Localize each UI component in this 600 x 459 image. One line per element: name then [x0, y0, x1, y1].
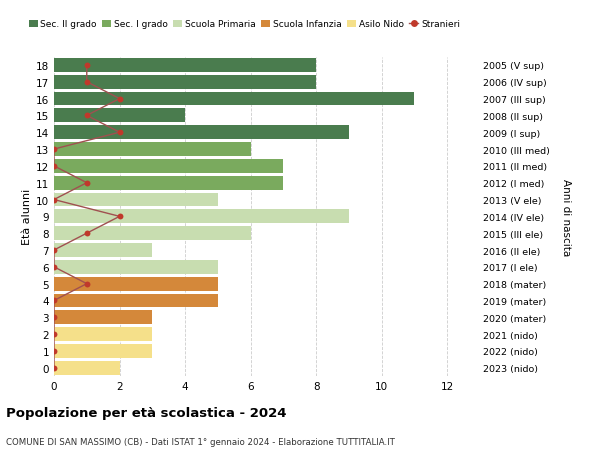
Point — [82, 179, 92, 187]
Bar — [54, 59, 316, 73]
Bar — [54, 176, 283, 190]
Point — [82, 79, 92, 86]
Point — [49, 163, 59, 170]
Bar — [54, 126, 349, 140]
Point — [115, 213, 124, 221]
Y-axis label: Età alunni: Età alunni — [22, 189, 32, 245]
Bar — [54, 277, 218, 291]
Bar — [54, 92, 415, 106]
Point — [82, 230, 92, 237]
Point — [49, 364, 59, 372]
Point — [115, 95, 124, 103]
Bar — [54, 109, 185, 123]
Point — [49, 247, 59, 254]
Text: Popolazione per età scolastica - 2024: Popolazione per età scolastica - 2024 — [6, 406, 287, 419]
Bar — [54, 244, 152, 257]
Bar — [54, 227, 251, 241]
Bar — [54, 193, 218, 207]
Point — [49, 297, 59, 304]
Point — [82, 112, 92, 120]
Point — [49, 314, 59, 321]
Text: COMUNE DI SAN MASSIMO (CB) - Dati ISTAT 1° gennaio 2024 - Elaborazione TUTTITALI: COMUNE DI SAN MASSIMO (CB) - Dati ISTAT … — [6, 437, 395, 446]
Point — [49, 146, 59, 153]
Point — [49, 196, 59, 204]
Point — [115, 129, 124, 137]
Bar — [54, 76, 316, 90]
Bar — [54, 143, 251, 157]
Point — [82, 280, 92, 288]
Bar — [54, 361, 119, 375]
Bar — [54, 210, 349, 224]
Bar — [54, 328, 152, 341]
Point — [49, 331, 59, 338]
Y-axis label: Anni di nascita: Anni di nascita — [561, 179, 571, 255]
Legend: Sec. II grado, Sec. I grado, Scuola Primaria, Scuola Infanzia, Asilo Nido, Stran: Sec. II grado, Sec. I grado, Scuola Prim… — [29, 20, 460, 29]
Point — [49, 263, 59, 271]
Bar — [54, 260, 218, 274]
Bar — [54, 294, 218, 308]
Point — [82, 62, 92, 69]
Bar — [54, 344, 152, 358]
Point — [49, 347, 59, 355]
Bar — [54, 160, 283, 174]
Bar — [54, 311, 152, 325]
